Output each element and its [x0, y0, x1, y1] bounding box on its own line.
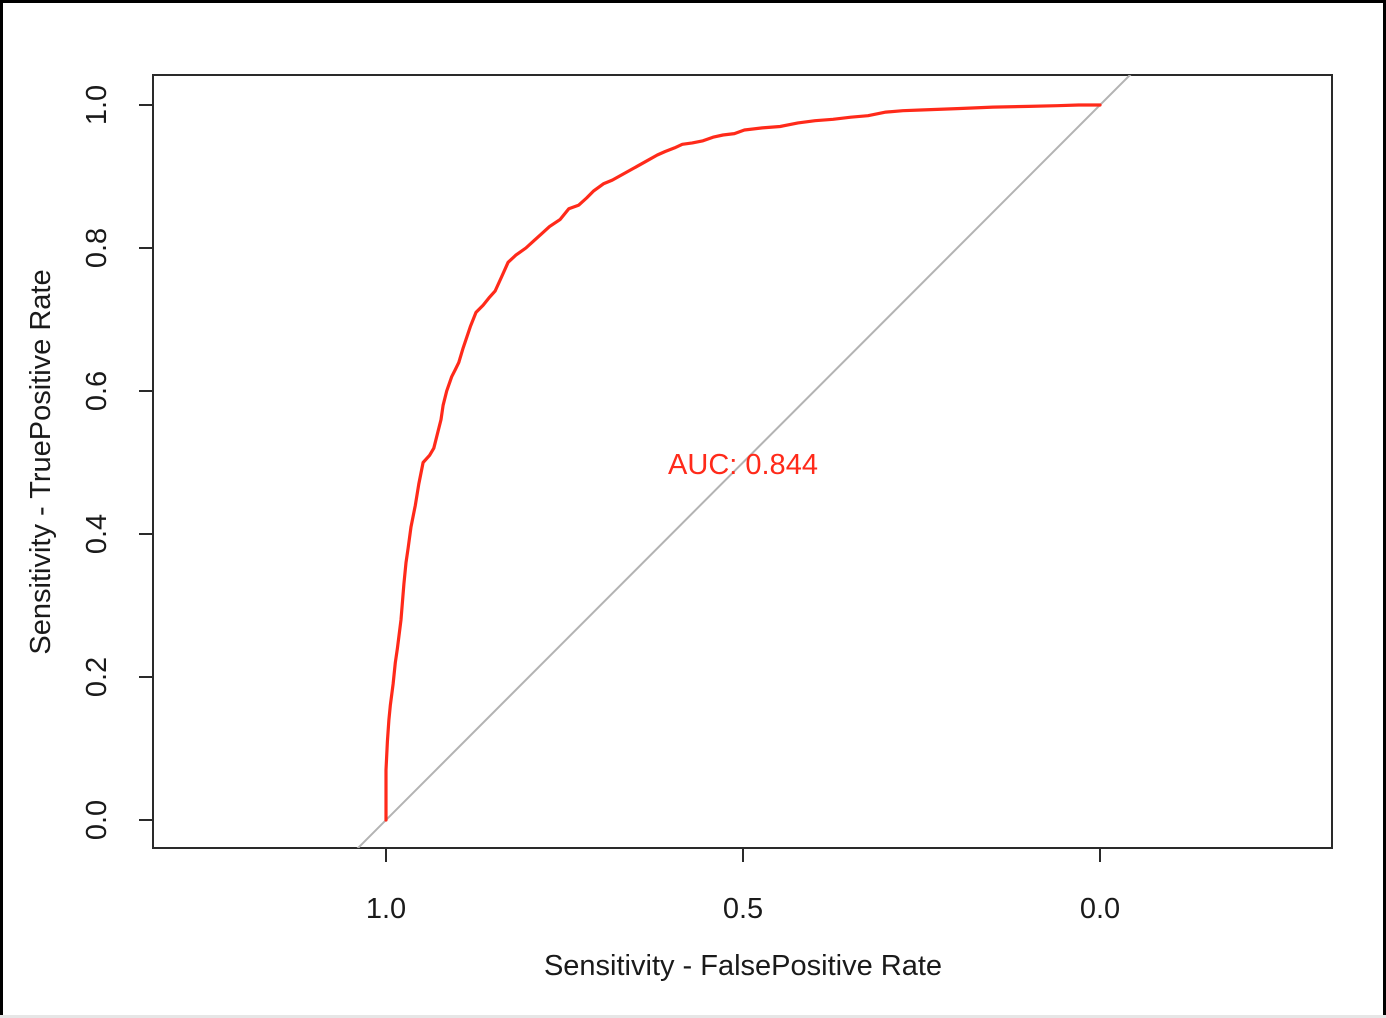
x-tick-label: 0.0 [1080, 893, 1120, 925]
y-tick-label: 1.0 [81, 85, 113, 125]
x-tick-label: 0.5 [723, 893, 763, 925]
y-tick-label: 0.8 [81, 228, 113, 268]
frame-shadow [0, 1015, 1386, 1018]
y-axis-label: Sensitivity - TruePositive Rate [25, 269, 57, 654]
y-tick-label: 0.0 [81, 800, 113, 840]
reference-diagonal [356, 75, 1132, 848]
y-tick-label: 0.4 [81, 514, 113, 554]
x-axis-label: Sensitivity - FalsePositive Rate [544, 950, 942, 982]
roc-curve-line [384, 103, 1102, 822]
auc-annotation: AUC: 0.844 [668, 449, 818, 481]
y-tick-label: 0.2 [81, 657, 113, 697]
y-tick-label: 0.6 [81, 371, 113, 411]
x-tick-label: 1.0 [366, 893, 406, 925]
